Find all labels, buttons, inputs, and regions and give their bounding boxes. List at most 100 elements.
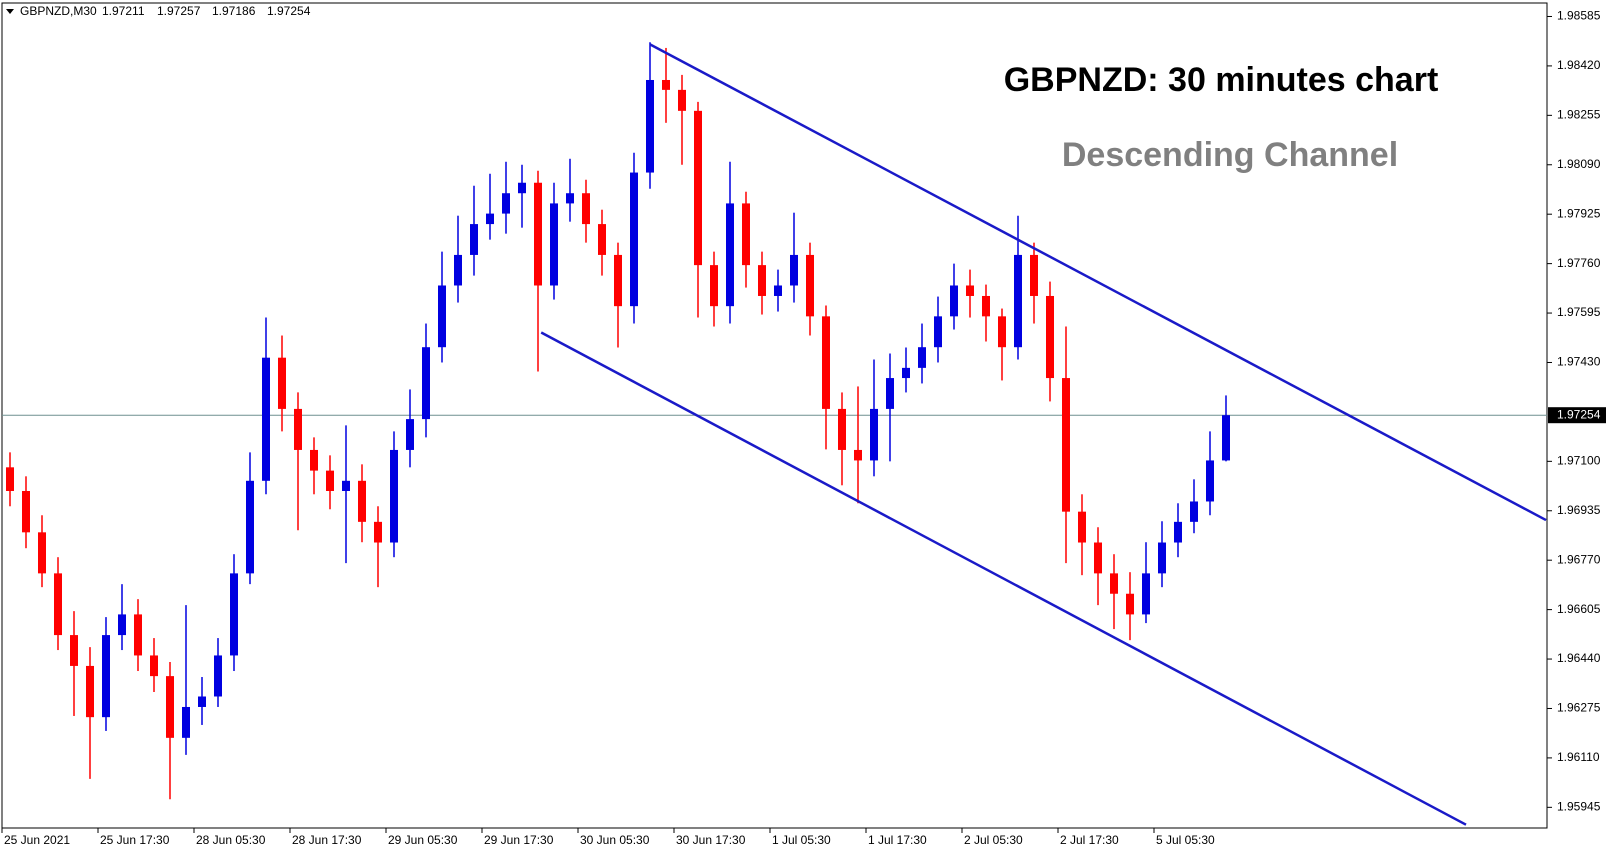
x-tick-label: 1 Jul 05:30 xyxy=(772,833,831,847)
candle-body xyxy=(886,378,894,409)
candle-body xyxy=(86,665,94,718)
candle-body xyxy=(262,357,270,481)
candle-body xyxy=(982,295,990,317)
candle-body xyxy=(838,408,846,450)
candle-body xyxy=(534,182,542,286)
y-tick-label: 1.96110 xyxy=(1557,750,1600,764)
y-tick-label: 1.97430 xyxy=(1557,355,1601,369)
candle-body xyxy=(470,224,478,255)
candle-body xyxy=(1046,295,1054,379)
candle-body xyxy=(134,614,142,656)
candle-body xyxy=(150,655,158,677)
candle-body xyxy=(502,193,510,214)
candle-body xyxy=(1222,415,1230,461)
candle-body xyxy=(1062,378,1070,512)
channel-line xyxy=(540,331,1467,826)
chart-subtitle: Descending Channel xyxy=(1062,136,1398,174)
candle-body xyxy=(582,193,590,225)
candle-body xyxy=(902,367,910,379)
candle-body xyxy=(966,285,974,296)
candle-body xyxy=(1190,501,1198,522)
channel-line xyxy=(649,43,1547,522)
candle-body xyxy=(22,490,30,533)
candle-body xyxy=(1030,254,1038,296)
candle-body xyxy=(182,706,190,738)
candle-body xyxy=(454,254,462,286)
y-tick-label: 1.96770 xyxy=(1557,552,1601,566)
x-tick-label: 1 Jul 17:30 xyxy=(868,833,927,847)
candle-body xyxy=(1078,511,1086,543)
candle-body xyxy=(950,285,958,317)
candle-body xyxy=(166,676,174,738)
candle-body xyxy=(438,285,446,348)
candle-body xyxy=(1158,542,1166,574)
candle-body xyxy=(38,532,46,574)
menu-arrow xyxy=(6,9,14,14)
price-box xyxy=(1548,407,1606,424)
candle-body xyxy=(1142,573,1150,615)
candle-body xyxy=(566,193,574,204)
candle-body xyxy=(918,347,926,368)
candle-body xyxy=(278,357,286,409)
candle-body xyxy=(358,480,366,522)
x-tick-label: 28 Jun 05:30 xyxy=(196,833,266,847)
candle-body xyxy=(1126,593,1134,615)
x-tick-label: 5 Jul 05:30 xyxy=(1156,833,1215,847)
candle-body xyxy=(118,614,126,636)
candle-body xyxy=(822,316,830,409)
candle-body xyxy=(422,347,430,420)
candle-body xyxy=(374,521,382,543)
y-tick-label: 1.96935 xyxy=(1557,503,1601,517)
candle-body xyxy=(6,467,14,491)
chart-title: GBPNZD: 30 minutes chart xyxy=(1004,61,1439,99)
candle-body xyxy=(646,79,654,173)
candle-body xyxy=(1094,542,1102,574)
x-tick-label: 30 Jun 17:30 xyxy=(676,833,746,847)
y-tick-label: 1.97595 xyxy=(1557,305,1601,319)
candle-body xyxy=(662,79,670,90)
candle-body xyxy=(1206,460,1214,502)
x-tick-label: 29 Jun 17:30 xyxy=(484,833,554,847)
candle-body xyxy=(710,265,718,307)
header-open: 1.97211 xyxy=(102,4,145,18)
y-tick-label: 1.96605 xyxy=(1557,602,1601,616)
candle-body xyxy=(1110,573,1118,594)
y-tick-label: 1.97925 xyxy=(1557,206,1601,220)
candle-body xyxy=(614,254,622,307)
y-tick-label: 1.97100 xyxy=(1557,454,1601,468)
y-tick-label: 1.95945 xyxy=(1557,800,1601,814)
candle-body xyxy=(54,573,62,636)
candle-body xyxy=(678,89,686,111)
candle-body xyxy=(214,655,222,697)
y-tick-label: 1.98255 xyxy=(1557,108,1601,122)
candle-body xyxy=(342,480,350,491)
candle-body xyxy=(1174,521,1182,543)
candle-body xyxy=(854,449,862,461)
candle-body xyxy=(870,408,878,461)
header-high: 1.97257 xyxy=(157,4,201,18)
x-tick-label: 25 Jun 2021 xyxy=(4,833,70,847)
candle-body xyxy=(630,172,638,307)
candle-body xyxy=(246,480,254,574)
candle-body xyxy=(998,316,1006,348)
candle-body xyxy=(598,224,606,255)
candle-body xyxy=(518,182,526,194)
x-tick-label: 28 Jun 17:30 xyxy=(292,833,362,847)
candle-body xyxy=(198,696,206,707)
candle-body xyxy=(774,285,782,296)
candle-body xyxy=(1014,254,1022,348)
y-tick-label: 1.98420 xyxy=(1557,58,1601,72)
candle-body xyxy=(294,408,302,450)
candle-body xyxy=(694,110,702,266)
x-tick-label: 29 Jun 05:30 xyxy=(388,833,458,847)
x-tick-label: 2 Jul 17:30 xyxy=(1060,833,1119,847)
candle-body xyxy=(406,419,414,450)
candle-body xyxy=(326,470,334,491)
candle-body xyxy=(310,449,318,471)
candle-body xyxy=(70,635,78,666)
symbol: GBPNZD,M30 xyxy=(20,4,97,18)
candle-body xyxy=(486,213,494,225)
price-label: 1.97254 xyxy=(1557,407,1601,421)
